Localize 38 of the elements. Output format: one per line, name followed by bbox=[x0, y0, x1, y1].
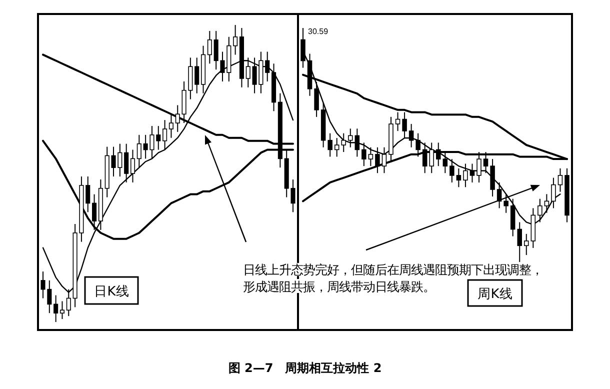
candlestick bbox=[551, 177, 556, 209]
candlestick bbox=[341, 132, 346, 153]
candlestick bbox=[408, 123, 414, 148]
candlestick bbox=[354, 128, 360, 158]
candlestick bbox=[517, 222, 522, 262]
candlestick bbox=[456, 168, 462, 188]
candlestick bbox=[162, 120, 168, 150]
candlestick bbox=[334, 137, 340, 158]
caption: 图 2—7 周期相互拉动性 2 bbox=[228, 361, 382, 375]
candlestick bbox=[362, 142, 366, 167]
candlestick bbox=[395, 112, 400, 132]
candlestick bbox=[314, 81, 319, 118]
candlestick bbox=[136, 134, 142, 168]
candlestick bbox=[86, 176, 90, 213]
candlestick bbox=[470, 163, 475, 183]
candlestick bbox=[450, 158, 454, 183]
candlestick bbox=[348, 128, 353, 148]
candlestick bbox=[60, 300, 65, 320]
annotation: 30.59 bbox=[308, 27, 329, 36]
candlestick bbox=[538, 198, 542, 223]
text: 日K线 bbox=[94, 284, 129, 300]
candlestick bbox=[175, 104, 180, 132]
candlestick bbox=[207, 30, 212, 64]
candlestick bbox=[233, 24, 238, 56]
candlestick bbox=[156, 125, 161, 150]
candlestick bbox=[168, 114, 174, 138]
candlestick bbox=[402, 112, 407, 138]
candlestick bbox=[328, 132, 332, 158]
text: 周K线 bbox=[478, 287, 512, 302]
candlestick bbox=[124, 143, 129, 183]
candlestick bbox=[463, 163, 468, 188]
candlestick bbox=[504, 194, 508, 214]
candlestick bbox=[92, 194, 97, 230]
candlestick bbox=[194, 57, 200, 94]
candlestick bbox=[130, 149, 136, 183]
candlestick bbox=[490, 158, 495, 197]
candlestick bbox=[54, 294, 58, 322]
candlestick bbox=[524, 233, 529, 256]
